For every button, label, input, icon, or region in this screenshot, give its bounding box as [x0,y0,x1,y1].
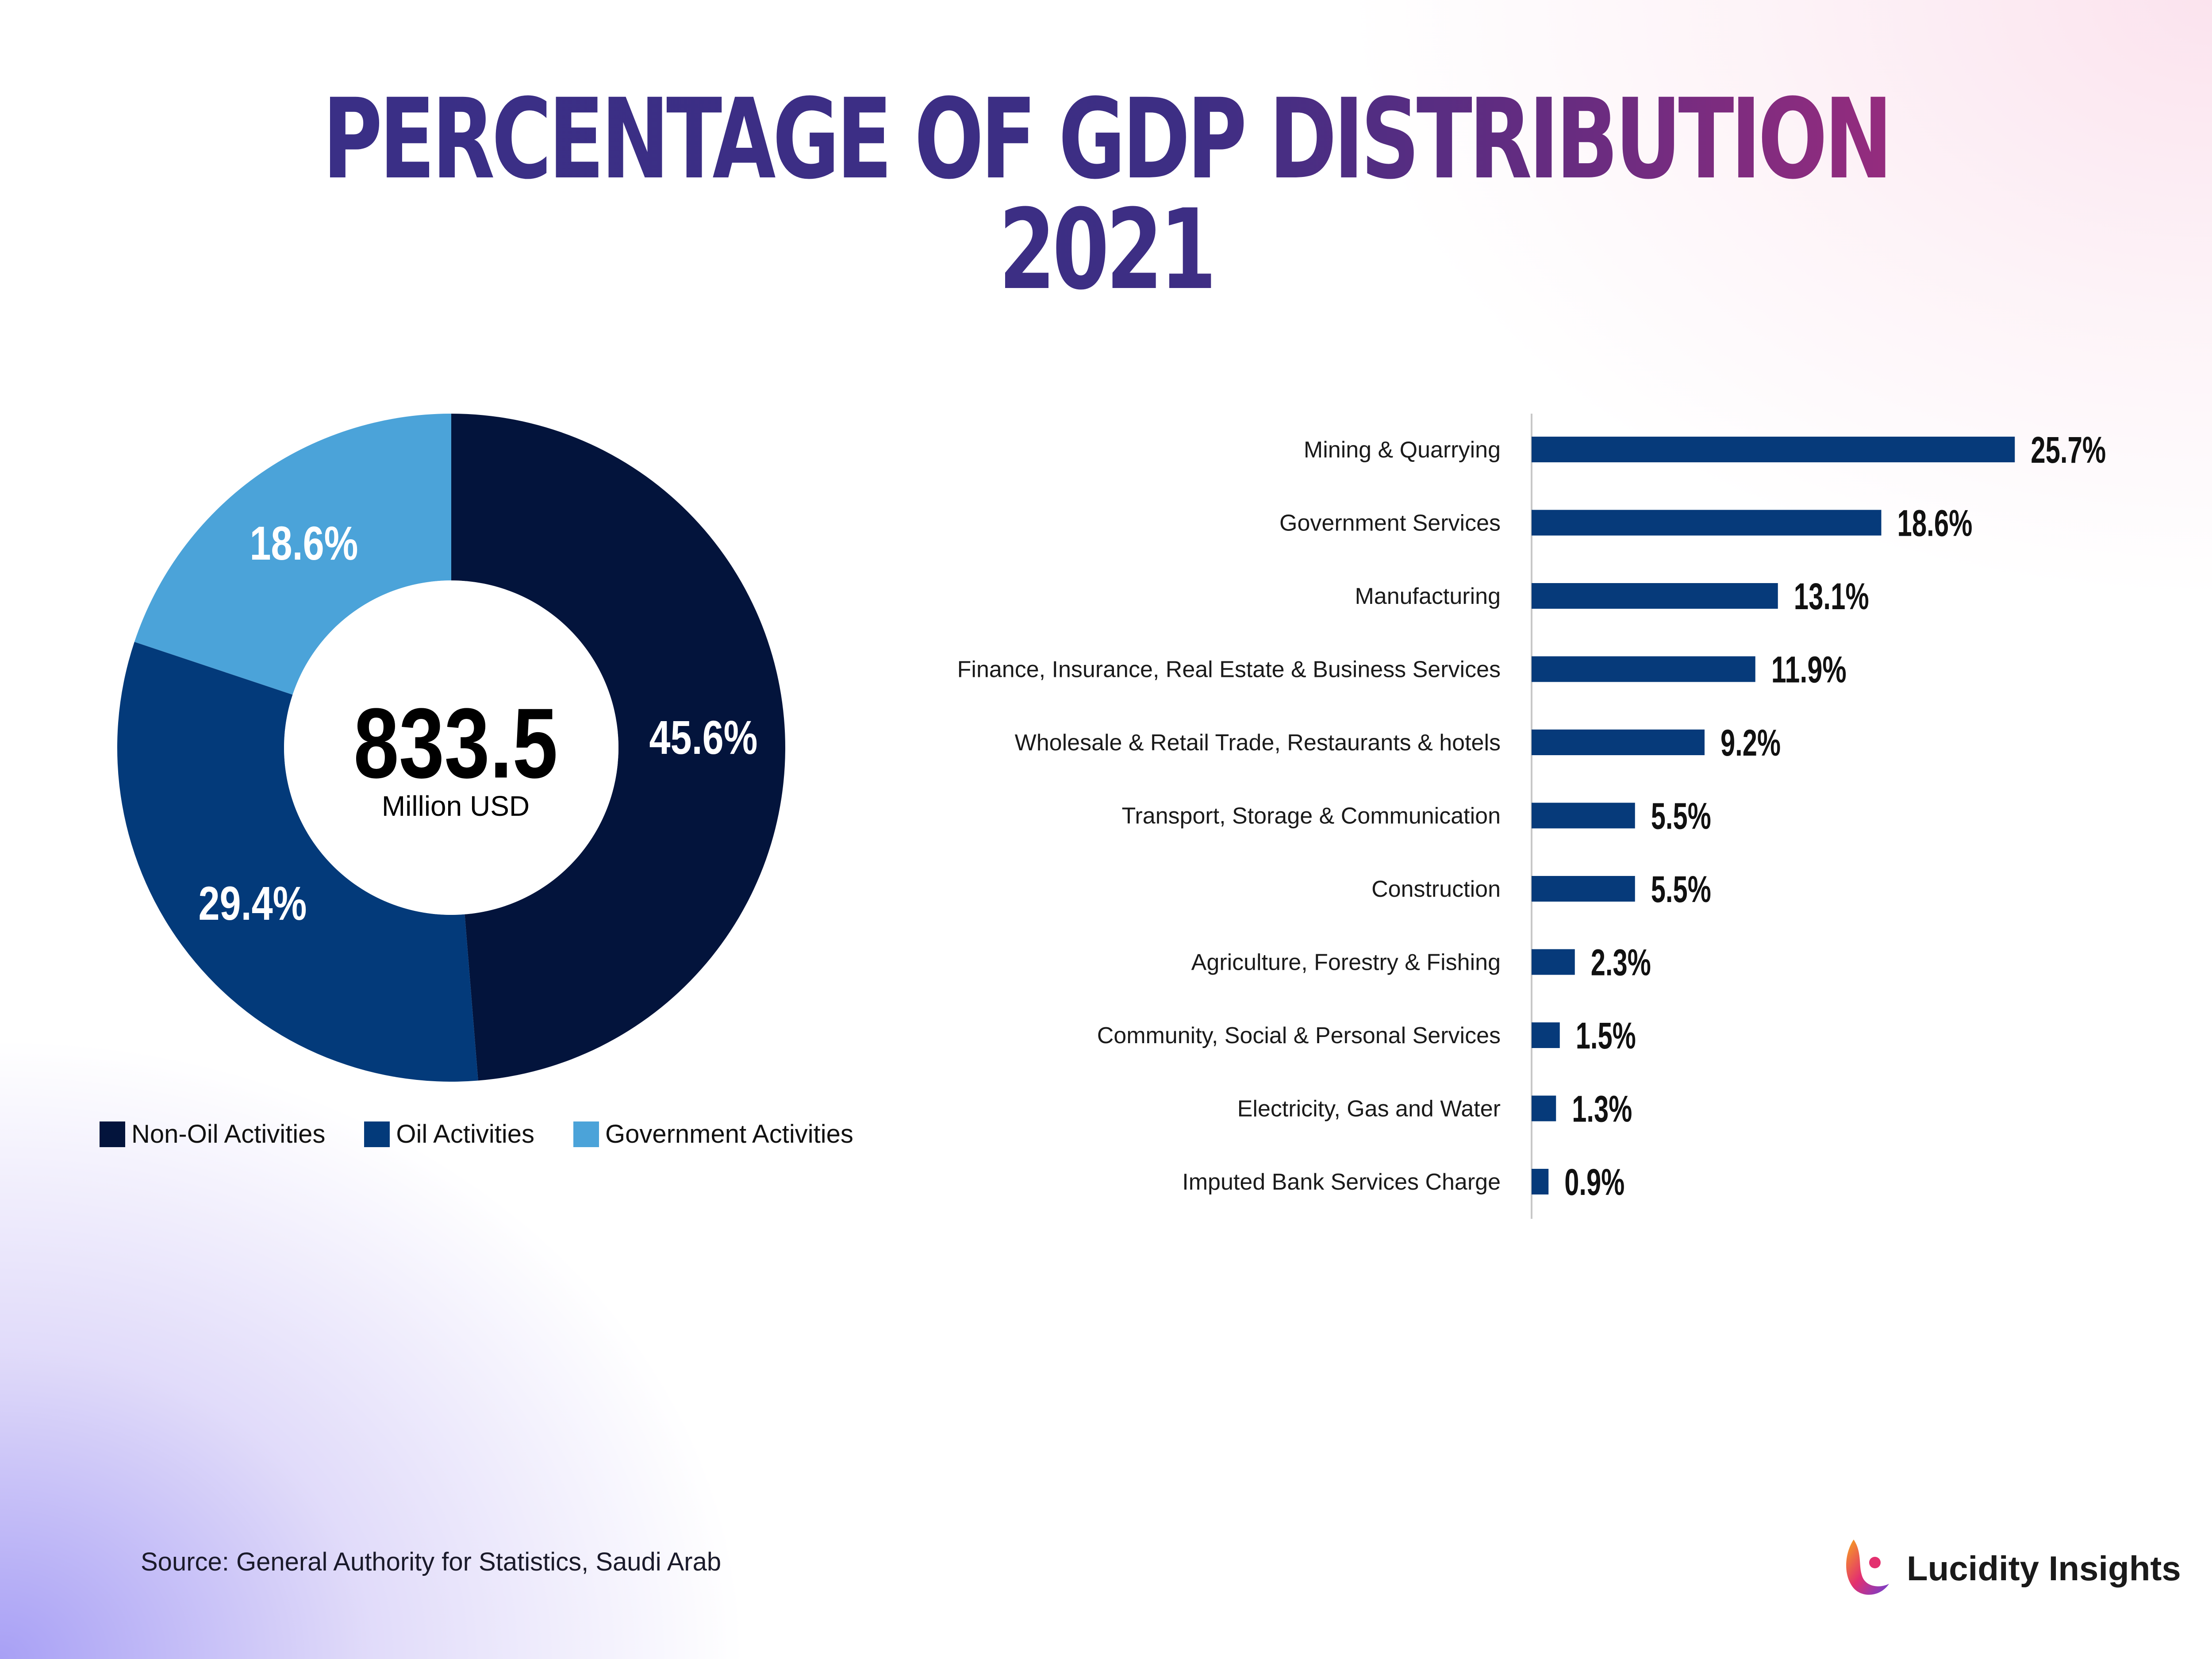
bar-value-label: 2.3% [1591,942,1651,983]
bar-category-label: Mining & Quarrying [1304,437,1501,463]
bar-value-label: 18.6% [1897,503,1973,544]
bar [1532,876,1635,902]
bar-category-label: Finance, Insurance, Real Estate & Busine… [957,657,1501,683]
bar-value-label: 1.5% [1576,1015,1636,1056]
legend-swatch-non-oil [100,1121,125,1147]
donut-legend: Non-Oil Activities Oil Activities Govern… [100,1119,853,1149]
bar [1532,437,2015,462]
brand-name: Lucidity Insights [1907,1548,2181,1588]
bar-category-label: Manufacturing [1355,584,1501,609]
bar-category-label: Electricity, Gas and Water [1237,1096,1501,1122]
donut-hole [284,580,618,915]
donut-label-government: 18.6% [250,516,358,570]
bar [1532,656,1755,682]
bar [1532,803,1635,829]
bar-value-label: 9.2% [1720,722,1781,764]
donut-label-oil: 29.4% [198,876,307,930]
bar [1532,730,1705,755]
donut-slice-non-oil [451,414,786,1081]
bar [1532,1169,1549,1194]
bar-category-label: Imputed Bank Services Charge [1182,1169,1501,1195]
lucidity-logo-icon [1846,1540,1889,1595]
bar-value-label: 1.3% [1572,1088,1632,1130]
donut-center-unit: Million USD [381,790,530,822]
bar-category-label: Construction [1371,876,1501,902]
legend-item-oil: Oil Activities [364,1119,534,1149]
bar-category-label: Transport, Storage & Communication [1122,803,1501,829]
bar [1532,583,1778,609]
bar-value-label: 25.7% [2031,429,2106,471]
bar-category-label: Community, Social & Personal Services [1097,1023,1501,1048]
bar-value-label: 11.9% [1771,649,1847,691]
legend-item-government: Government Activities [573,1119,853,1149]
legend-swatch-government [573,1121,599,1147]
bar-value-label: 13.1% [1794,576,1869,617]
bar [1532,510,1882,536]
brand-logo: Lucidity Insights [1840,1535,2181,1601]
bar-value-label: 5.5% [1651,868,1711,910]
page-title: PERCENTAGE OF GDP DISTRIBUTION 2021 [288,84,1924,305]
source-note: Source: General Authority for Statistics… [141,1548,722,1576]
bar [1532,1022,1560,1048]
donut-slice-government [134,414,451,695]
donut-label-non-oil: 45.6% [649,710,758,764]
donut-slice-oil [117,641,478,1082]
bar-value-label: 0.9% [1564,1161,1624,1203]
bar-category-label: Government Services [1279,511,1501,536]
bar-value-label: 5.5% [1651,795,1711,837]
bar [1532,1095,1556,1121]
legend-label-non-oil: Non-Oil Activities [131,1120,326,1148]
donut-center-value: 833.5 [353,687,558,799]
legend-label-government: Government Activities [605,1120,853,1148]
legend-label-oil: Oil Activities [396,1120,534,1148]
bar-category-label: Agriculture, Forestry & Fishing [1191,950,1501,975]
legend-item-non-oil: Non-Oil Activities [100,1119,325,1149]
legend-swatch-oil [364,1121,390,1147]
bar-category-label: Wholesale & Retail Trade, Restaurants & … [1015,730,1501,756]
bar [1532,949,1575,975]
